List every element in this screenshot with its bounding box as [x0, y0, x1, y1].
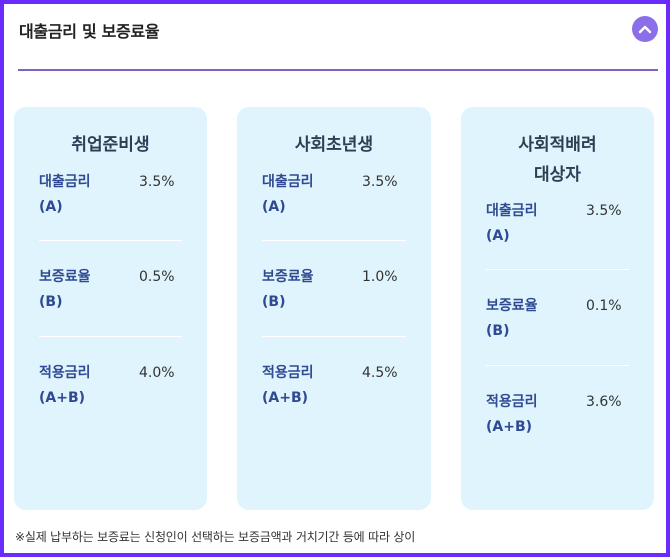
row-label: 보증료율 (B): [486, 298, 538, 339]
row-value: 3.5%: [586, 203, 622, 219]
row-label: 보증료율 (B): [39, 269, 91, 310]
card-title-line2: 대상자: [534, 165, 581, 185]
row-label: 보증료율 (B): [262, 269, 314, 310]
chevron-up-icon: [638, 25, 652, 34]
row-value: 3.6%: [586, 394, 622, 410]
row-value: 1.0%: [362, 269, 398, 285]
row-label: 대출금리 (A): [486, 203, 538, 244]
row-value: 0.5%: [139, 269, 175, 285]
card-title: 사회초년생: [294, 135, 374, 155]
rate-card-job-seeker: 취업준비생 대출금리 (A) 3.5% 보증료율 (B) 0.5% 적용금리 (A+B…: [14, 107, 207, 510]
row-label: 대출금리 (A): [39, 174, 91, 215]
row-value: 3.5%: [139, 174, 175, 190]
row-divider: [486, 269, 629, 270]
row-divider: [486, 365, 629, 366]
row-label: 적용금리 (A+B): [486, 394, 538, 435]
row-divider: [39, 240, 182, 241]
row-value: 4.5%: [362, 365, 398, 381]
row-label: 적용금리 (A+B): [262, 365, 314, 406]
row-value: 4.0%: [139, 365, 175, 381]
row-label: 적용금리 (A+B): [39, 365, 91, 406]
row-divider: [39, 336, 182, 337]
row-divider: [262, 240, 406, 241]
footnote: ※실제 납부하는 보증료는 신청인이 선택하는 보증금액과 거치기간 등에 따라…: [15, 530, 416, 544]
collapse-toggle-button[interactable]: [632, 16, 658, 42]
rate-card-new-employee: 사회초년생 대출금리 (A) 3.5% 보증료율 (B) 1.0% 적용금리 (A+B…: [237, 107, 431, 510]
card-title-line1: 사회적배려: [518, 135, 597, 155]
card-title: 취업준비생: [71, 135, 150, 155]
rate-card-social-consideration: 사회적배려 대상자 대출금리 (A) 3.5% 보증료율 (B) 0.1% 적용금리…: [461, 107, 654, 510]
row-value: 3.5%: [362, 174, 398, 190]
row-value: 0.1%: [586, 298, 622, 314]
row-label: 대출금리 (A): [262, 174, 314, 215]
row-divider: [262, 336, 406, 337]
section-divider: [18, 69, 658, 71]
section-title: 대출금리 및 보증료율: [19, 22, 160, 41]
